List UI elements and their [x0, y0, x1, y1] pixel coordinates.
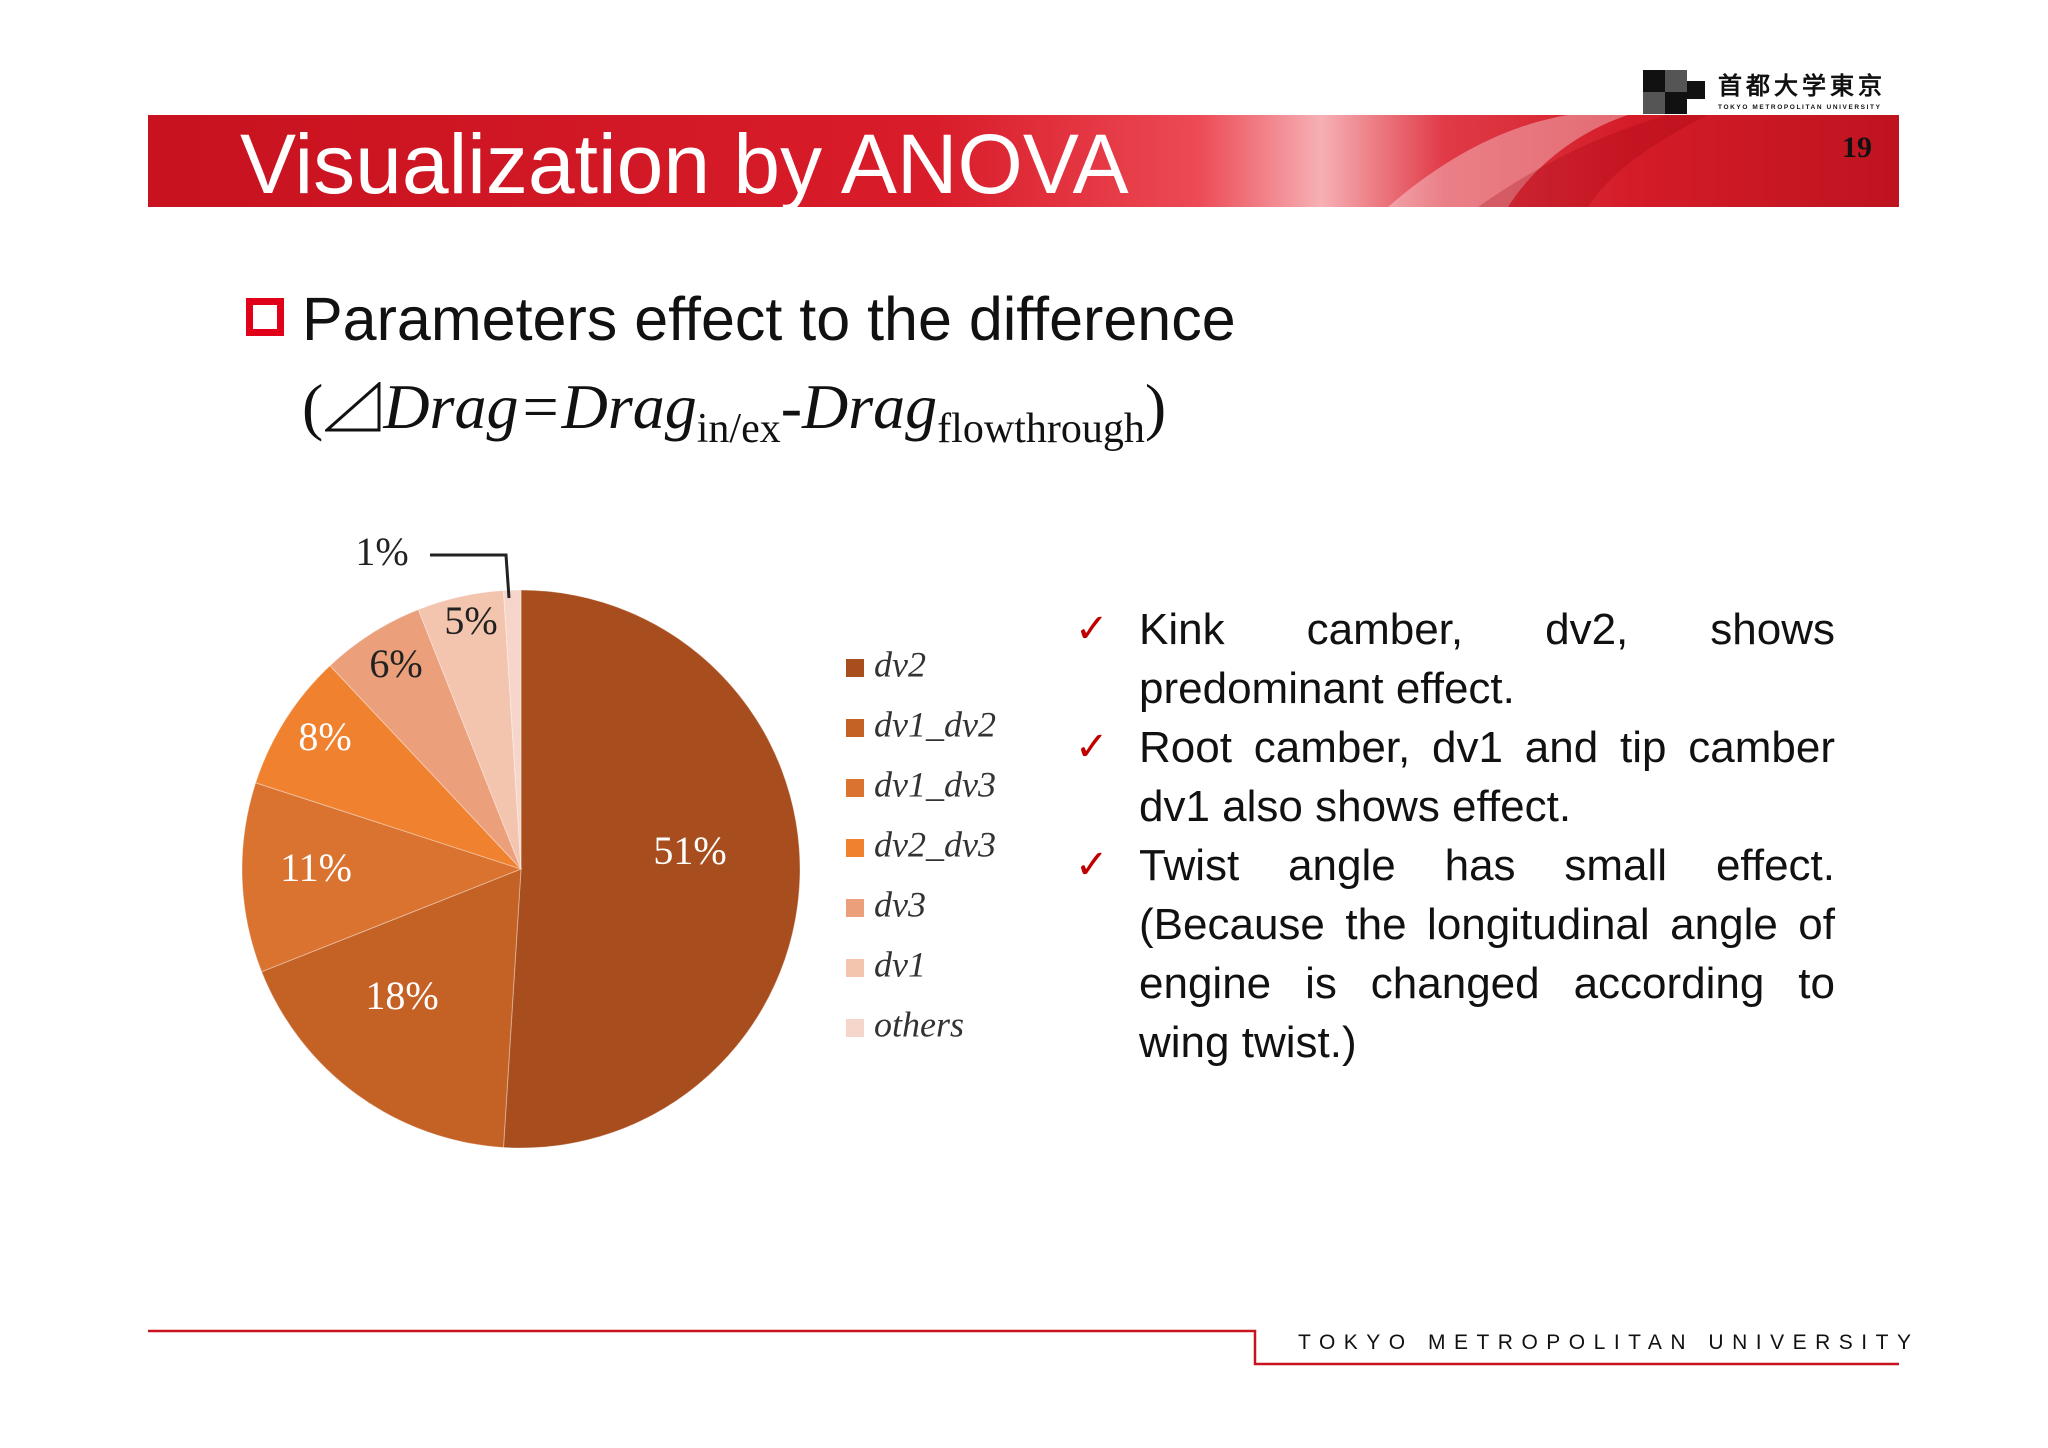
- legend-label-dv2_dv3: dv2_dv3: [874, 824, 996, 864]
- formula-open-paren: (: [302, 371, 324, 442]
- legend-label-dv3: dv3: [874, 884, 926, 924]
- university-logo-mark: [1643, 70, 1705, 115]
- title-banner: [148, 115, 1899, 207]
- pie-slice-dv1_dv3: [241, 782, 523, 973]
- section-heading: Parameters effect to the difference: [302, 285, 1236, 353]
- finding-item: ✓ Twist angle has small effect. (Because…: [1075, 836, 1835, 1072]
- data-label-dv1_dv3: 11%: [280, 845, 352, 890]
- checkmark-icon: ✓: [1075, 606, 1109, 652]
- finding-text: Kink camber, dv2, shows predominant effe…: [1139, 605, 1835, 713]
- legend-swatch-others: [846, 1019, 864, 1037]
- pie-slice-dv3: [329, 608, 522, 870]
- delta-drag-formula: ( Drag=Dragin/ex-Dragflowthrough): [302, 370, 1166, 453]
- pie-slice-dv1_dv2: [260, 868, 522, 1148]
- legend-swatch-dv1: [846, 959, 864, 977]
- data-label-dv1_dv2: 18%: [365, 973, 438, 1018]
- pie-slice-dv2: [502, 589, 801, 1149]
- data-label-others: 1%: [355, 529, 408, 574]
- data-label-dv3: 6%: [369, 641, 422, 686]
- data-label-dv2_dv3: 8%: [298, 714, 351, 759]
- formula-close-paren: ): [1144, 371, 1167, 442]
- formula-sub-flowthrough: flowthrough: [937, 406, 1145, 452]
- data-label-dv1: 5%: [444, 598, 497, 643]
- pie-slice-dv1: [417, 590, 522, 870]
- legend-swatch-dv2: [846, 659, 864, 677]
- legend-swatch-dv2_dv3: [846, 839, 864, 857]
- university-name-en: TOKYO METROPOLITAN UNIVERSITY: [1718, 104, 1882, 111]
- label-leader-line: [430, 553, 511, 599]
- checkmark-icon: ✓: [1075, 724, 1109, 770]
- university-name-jp: 首都大学東京: [1718, 72, 1886, 100]
- finding-item: ✓ Root camber, dv1 and tip camber dv1 al…: [1075, 718, 1835, 836]
- legend-swatch-dv3: [846, 899, 864, 917]
- triangle-delta-icon: [325, 382, 381, 432]
- page-number: 19: [1842, 131, 1872, 164]
- formula-part2: -Drag: [780, 371, 938, 442]
- banner-wave-decoration: [1388, 115, 1708, 207]
- legend-label-dv1: dv1: [874, 944, 926, 984]
- legend-label-dv1_dv3: dv1_dv3: [874, 764, 996, 804]
- footer-university-name: TOKYO METROPOLITAN UNIVERSITY: [1298, 1331, 1920, 1354]
- pie-slice-others: [502, 589, 522, 870]
- findings-list: ✓ Kink camber, dv2, shows predominant ef…: [1075, 600, 1835, 1072]
- finding-text: Twist angle has small effect. (Because t…: [1139, 841, 1835, 1067]
- legend-label-others: others: [874, 1004, 964, 1044]
- legend-swatch-dv1_dv2: [846, 719, 864, 737]
- formula-part1: Drag=Drag: [383, 371, 697, 442]
- finding-item: ✓ Kink camber, dv2, shows predominant ef…: [1075, 600, 1835, 718]
- page-title: Visualization by ANOVA: [240, 117, 1129, 211]
- legend-swatch-dv1_dv3: [846, 779, 864, 797]
- pie-slice-dv2_dv3: [255, 664, 522, 870]
- checkmark-icon: ✓: [1075, 842, 1109, 888]
- legend-label-dv1_dv2: dv1_dv2: [874, 704, 996, 744]
- data-label-dv2: 51%: [653, 828, 726, 873]
- legend-label-dv2: dv2: [874, 644, 926, 684]
- square-bullet-icon: [246, 298, 284, 336]
- finding-text: Root camber, dv1 and tip camber dv1 also…: [1139, 723, 1835, 831]
- formula-sub-inex: in/ex: [696, 406, 781, 452]
